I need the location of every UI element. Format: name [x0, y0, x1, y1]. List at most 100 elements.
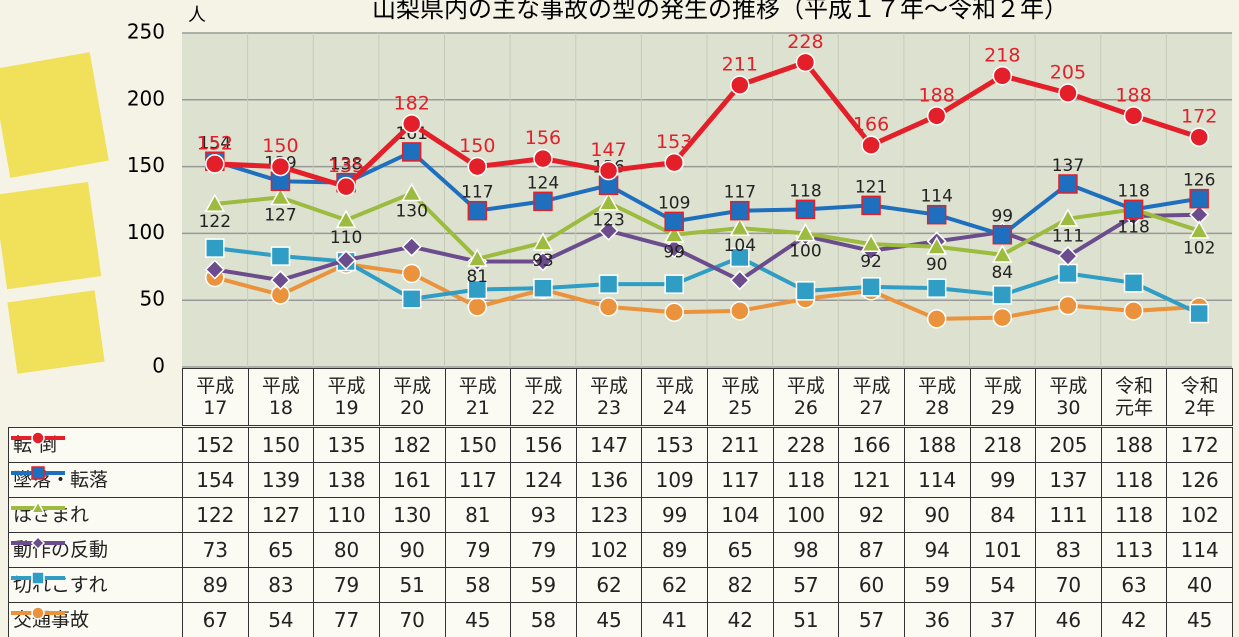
table-value: 100 — [773, 497, 840, 533]
marker — [665, 154, 683, 172]
marker — [600, 298, 618, 316]
legend-entry: はさまれ — [8, 497, 183, 533]
legend-entry: 動作の反動 — [8, 532, 183, 568]
marker — [534, 279, 552, 297]
x-tick-label: 平成 24 — [641, 368, 708, 426]
table-value: 101 — [970, 532, 1037, 568]
marker — [993, 286, 1011, 304]
marker — [928, 310, 946, 328]
marker — [468, 202, 486, 220]
illustration — [0, 182, 101, 289]
data-label: 130 — [395, 201, 427, 221]
table-value: 126 — [1166, 462, 1233, 498]
x-tick-label: 平成 22 — [510, 368, 577, 426]
data-label: 110 — [330, 228, 362, 248]
data-label: 99 — [663, 243, 685, 263]
table-value: 79 — [313, 567, 380, 603]
data-label: 152 — [197, 132, 233, 154]
table-value: 57 — [838, 602, 905, 637]
marker — [862, 136, 880, 154]
marker — [1125, 200, 1143, 218]
marker — [600, 162, 618, 180]
data-label: 147 — [590, 139, 626, 161]
table-value: 90 — [904, 497, 971, 533]
table-value: 188 — [1101, 427, 1168, 463]
marker — [271, 247, 289, 265]
marker — [403, 264, 421, 282]
table-value: 114 — [904, 462, 971, 498]
data-label: 100 — [789, 241, 821, 261]
table-value: 87 — [838, 532, 905, 568]
marker — [1059, 297, 1077, 315]
table-value: 121 — [838, 462, 905, 498]
legend-symbol — [9, 603, 67, 623]
page: 山梨県内の主な事故の型の発生の推移（平成１７年～令和２年） 人 05010015… — [0, 0, 1239, 637]
table-value: 104 — [707, 497, 774, 533]
data-label: 211 — [722, 54, 758, 76]
data-label: 122 — [199, 212, 231, 232]
table-value: 139 — [248, 462, 315, 498]
table-value: 63 — [1101, 567, 1168, 603]
data-label: 150 — [262, 135, 298, 157]
x-tick-label: 平成 25 — [707, 368, 774, 426]
table-value: 137 — [1035, 462, 1102, 498]
table-value: 58 — [445, 567, 512, 603]
table-value: 152 — [182, 427, 249, 463]
table-value: 205 — [1035, 427, 1102, 463]
marker — [796, 200, 814, 218]
x-tick-label: 令和 元年 — [1101, 368, 1168, 426]
data-label: 84 — [991, 263, 1013, 283]
marker — [534, 150, 552, 168]
table-value: 51 — [773, 602, 840, 637]
table-value: 42 — [1101, 602, 1168, 637]
y-tick-label: 50 — [140, 287, 165, 311]
data-label: 81 — [466, 267, 488, 287]
data-label: 118 — [789, 181, 821, 201]
marker — [993, 309, 1011, 327]
data-label: 99 — [991, 207, 1013, 227]
legend-symbol — [9, 568, 67, 588]
x-tick-label: 平成 30 — [1035, 368, 1102, 426]
table-value: 166 — [838, 427, 905, 463]
marker — [32, 467, 44, 479]
marker — [665, 275, 683, 293]
data-label: 182 — [394, 92, 430, 114]
table-value: 45 — [445, 602, 512, 637]
x-tick-label: 平成 27 — [838, 368, 905, 426]
table-value: 150 — [445, 427, 512, 463]
table-value: 80 — [313, 532, 380, 568]
x-tick-label: 平成 19 — [313, 368, 380, 426]
table-value: 58 — [510, 602, 577, 637]
marker — [731, 302, 749, 320]
legend-symbol — [9, 463, 67, 483]
marker — [665, 212, 683, 230]
data-label: 118 — [1117, 181, 1149, 201]
table-value: 59 — [510, 567, 577, 603]
table-value: 211 — [707, 427, 774, 463]
marker — [862, 278, 880, 296]
marker — [403, 115, 421, 133]
data-label: 166 — [853, 114, 889, 136]
table-value: 73 — [182, 532, 249, 568]
table-value: 117 — [707, 462, 774, 498]
y-unit: 人 — [188, 5, 206, 26]
legend-entry: 交通事故 — [8, 602, 183, 637]
table-value: 114 — [1166, 532, 1233, 568]
x-tick-label: 平成 20 — [379, 368, 446, 426]
table-value: 65 — [248, 532, 315, 568]
table-value: 77 — [313, 602, 380, 637]
y-tick-label: 100 — [127, 220, 165, 244]
legend-symbol — [9, 533, 67, 553]
legend-symbol — [9, 428, 67, 448]
table-value: 57 — [773, 567, 840, 603]
data-label: 121 — [855, 177, 887, 197]
data-label: 124 — [527, 173, 559, 193]
marker — [337, 178, 355, 196]
table-value: 188 — [904, 427, 971, 463]
data-label: 188 — [919, 84, 955, 106]
table-value: 123 — [576, 497, 643, 533]
marker — [1190, 305, 1208, 323]
marker — [928, 206, 946, 224]
table-value: 60 — [838, 567, 905, 603]
table-value: 70 — [379, 602, 446, 637]
